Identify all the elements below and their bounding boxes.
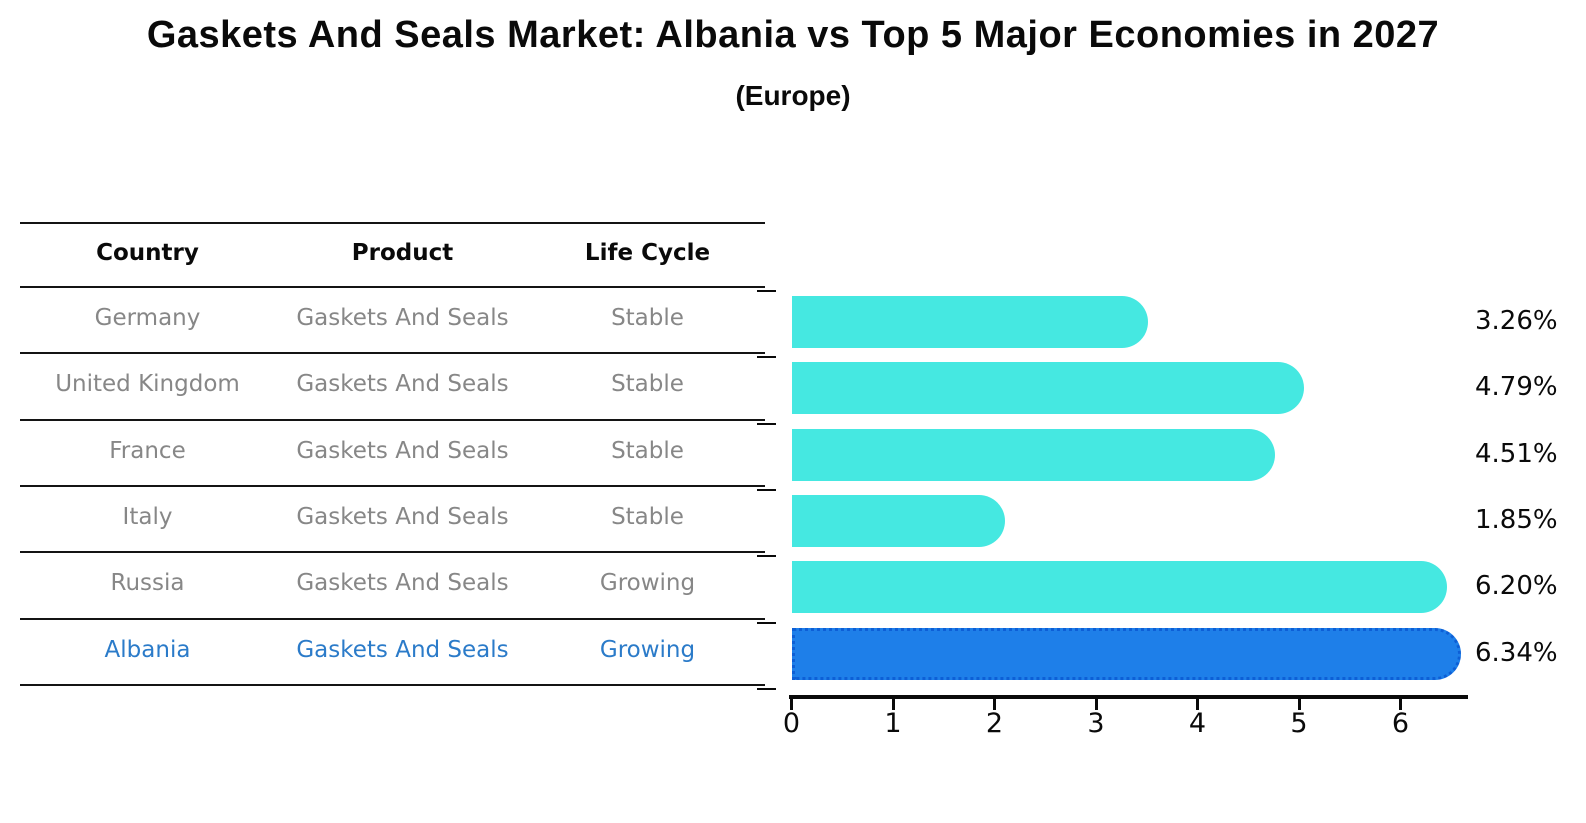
- table-cell-country: Russia: [110, 570, 185, 597]
- x-axis-line: [789, 695, 1468, 699]
- chart-subtitle: (Europe): [735, 80, 851, 111]
- bar-albania: [791, 627, 1461, 680]
- table-cell-product: Gaskets And Seals: [296, 503, 509, 530]
- table-cell-product: Gaskets And Seals: [296, 305, 509, 331]
- table-cell-life-cycle: Growing: [599, 570, 696, 597]
- table-header-country: Country: [96, 240, 199, 266]
- bar-germany: [791, 296, 1149, 348]
- table-cell-product: Gaskets And Seals: [296, 371, 509, 398]
- table-cell-product: Gaskets And Seals: [296, 437, 509, 464]
- x-axis-tick: [1094, 699, 1098, 710]
- table-cell-product: Gaskets And Seals: [296, 570, 509, 597]
- bar-france: [791, 428, 1276, 481]
- table-header-product: Product: [351, 240, 454, 266]
- table-cell-product: Gaskets And Seals: [296, 636, 509, 663]
- table-row-divider: [20, 683, 765, 686]
- y-axis-tick: [757, 687, 776, 690]
- bar-value-label: 1.85%: [1475, 504, 1558, 535]
- table-row-divider: [20, 418, 765, 421]
- x-axis-tick-label: 2: [985, 708, 1004, 739]
- x-axis-tick: [790, 699, 793, 710]
- chart-title: Gaskets And Seals Market: Albania vs Top…: [146, 14, 1440, 56]
- y-axis-tick: [757, 488, 776, 491]
- bar-value-label: 4.51%: [1475, 438, 1558, 469]
- table-cell-country: Italy: [122, 503, 173, 530]
- bar-russia: [791, 561, 1447, 614]
- bar-italy: [791, 494, 1006, 547]
- table-row-divider: [20, 484, 765, 487]
- table-row-divider: [20, 551, 765, 554]
- table-cell-life-cycle: Stable: [611, 437, 684, 464]
- table-cell-country: Albania: [104, 636, 191, 663]
- bar-value-label: 6.20%: [1475, 571, 1558, 602]
- x-axis-tick-label: 1: [884, 708, 902, 739]
- x-axis-tick-label: 3: [1087, 708, 1105, 739]
- x-axis-tick-label: 0: [782, 708, 801, 739]
- bar-value-label: 4.79%: [1475, 372, 1558, 403]
- table-row-divider: [20, 617, 765, 620]
- x-axis-tick: [1297, 699, 1301, 710]
- x-axis-tick-label: 4: [1188, 708, 1207, 739]
- bar-value-label: 3.26%: [1475, 306, 1558, 336]
- table-header-divider: [20, 286, 765, 288]
- table-cell-country: France: [109, 437, 186, 464]
- y-axis-tick: [757, 621, 776, 624]
- table-cell-life-cycle: Stable: [611, 305, 684, 331]
- table-top-border: [20, 222, 765, 224]
- table-cell-country: Germany: [94, 305, 201, 331]
- y-axis-tick: [757, 422, 776, 425]
- table-row-divider: [20, 352, 765, 355]
- x-axis-tick-label: 6: [1391, 708, 1410, 739]
- y-axis-tick: [757, 555, 776, 558]
- y-axis-tick: [757, 356, 776, 359]
- table-header-life-cycle: Life Cycle: [584, 240, 711, 266]
- x-axis-tick: [1399, 699, 1402, 710]
- table-cell-life-cycle: Stable: [611, 371, 684, 398]
- y-axis-tick: [757, 290, 776, 292]
- bar-value-label: 6.34%: [1475, 637, 1558, 668]
- bar-united-kingdom: [791, 362, 1304, 415]
- table-cell-life-cycle: Stable: [611, 503, 684, 530]
- x-axis-tick: [1196, 699, 1199, 710]
- x-axis-tick: [891, 699, 895, 710]
- x-axis-tick: [993, 699, 996, 710]
- table-cell-life-cycle: Growing: [599, 636, 696, 663]
- table-cell-country: United Kingdom: [55, 371, 240, 398]
- x-axis-tick-label: 5: [1290, 708, 1308, 739]
